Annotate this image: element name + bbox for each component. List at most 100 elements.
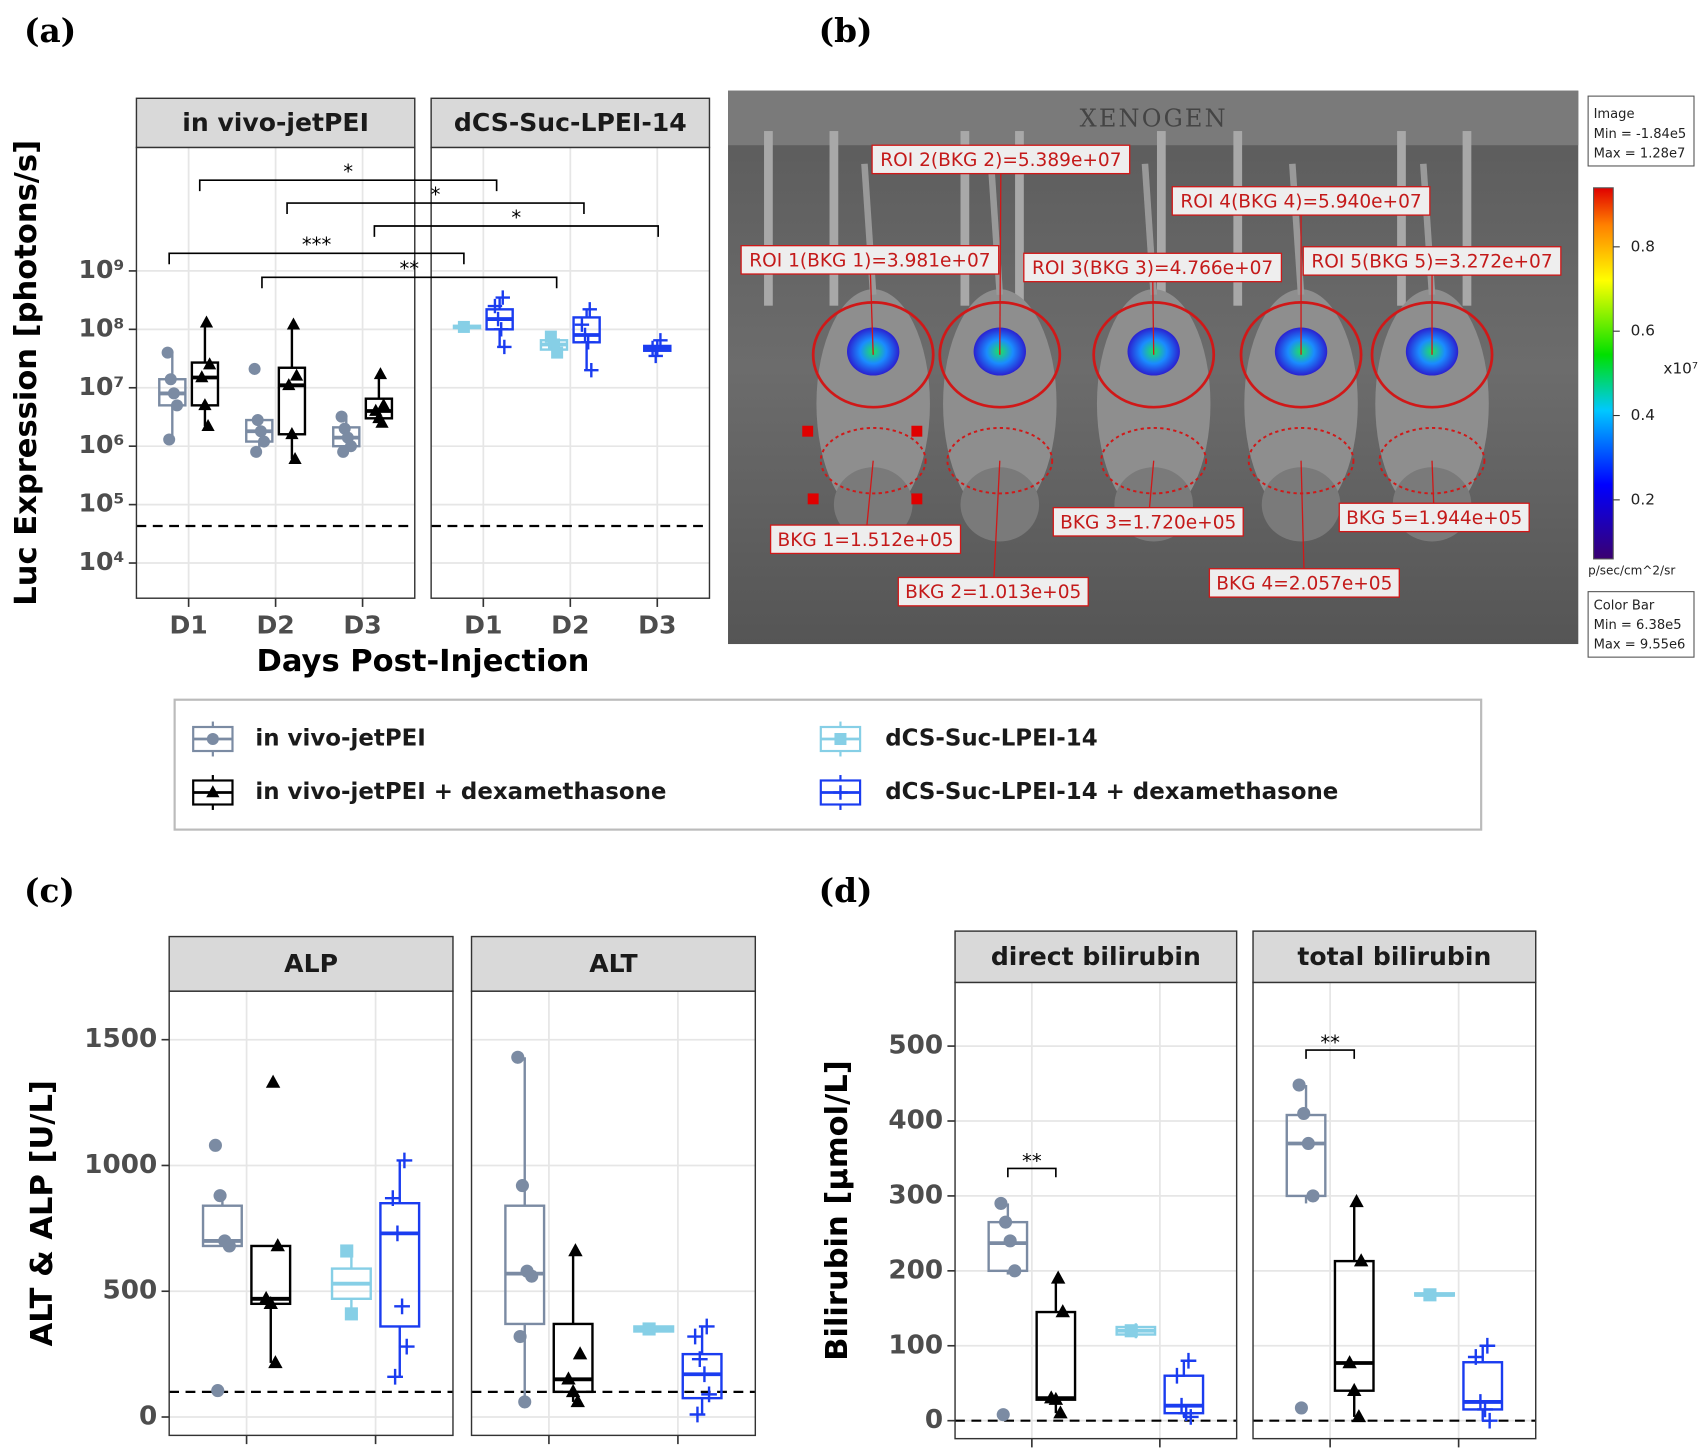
handle <box>802 425 814 437</box>
data-point <box>1347 1382 1362 1396</box>
data-point <box>584 362 599 378</box>
mouse-head <box>1261 467 1341 542</box>
strip <box>470 935 757 992</box>
mouse-tail <box>1289 163 1305 295</box>
strip-title: direct bilirubin <box>991 942 1201 971</box>
roi-label: ROI 5(BKG 5)=3.272e+07 <box>1311 252 1552 273</box>
x-tick-label: D2 <box>256 611 294 640</box>
data-point <box>286 317 301 330</box>
data-point <box>199 315 214 328</box>
strip-title: total bilirubin <box>1297 942 1491 971</box>
data-point <box>994 1196 1008 1210</box>
roi-circle <box>811 301 935 409</box>
legend-marker <box>833 785 848 800</box>
x-tick-label: D3 <box>638 611 676 640</box>
label-box <box>740 244 1000 275</box>
data-point <box>248 362 261 375</box>
legend-label: in vivo-jetPEI <box>255 726 425 752</box>
info-text: Image <box>1594 107 1635 122</box>
panel-label: (b) <box>819 11 873 50</box>
tube <box>1462 131 1472 306</box>
data-point <box>203 357 217 370</box>
legend-marker <box>834 733 847 746</box>
data-point <box>495 290 510 305</box>
info-text: Max = 9.55e6 <box>1594 638 1686 653</box>
data-point <box>1182 1409 1199 1425</box>
legend-box <box>173 698 1483 831</box>
leader <box>992 460 1001 592</box>
data-point <box>1055 1304 1070 1318</box>
bkg-ellipse <box>819 426 927 495</box>
y-tick-label: 10⁹ <box>79 255 125 284</box>
data-point <box>344 1307 358 1321</box>
data-point <box>497 339 512 355</box>
label-box <box>897 576 1089 607</box>
data-point <box>290 368 304 381</box>
y-tick-label: 10⁷ <box>79 372 125 401</box>
data-point <box>1353 1253 1369 1267</box>
brand: XENOGEN <box>1080 105 1228 133</box>
data-point <box>201 418 215 431</box>
colorbar-multiplier: x10⁷ <box>1663 359 1698 377</box>
label-box <box>1208 568 1400 598</box>
tube <box>960 131 970 306</box>
data-point <box>689 1406 706 1423</box>
strip <box>168 935 454 992</box>
y-tick-label: 500 <box>888 1031 943 1061</box>
sig-label: * <box>431 183 441 206</box>
data-point <box>270 1238 285 1252</box>
data-point <box>263 1295 278 1310</box>
sig-bracket <box>1007 1167 1057 1178</box>
box <box>504 1204 546 1326</box>
data-point <box>398 1338 415 1355</box>
plot-panel <box>1253 982 1536 1439</box>
data-point <box>551 346 564 359</box>
y-tick-label: 200 <box>888 1255 943 1285</box>
panel-label: (a) <box>24 11 76 50</box>
data-point <box>999 1215 1013 1229</box>
bkg-ellipse <box>1247 426 1355 495</box>
data-point <box>337 445 350 458</box>
bkg-label: BKG 4=2.057e+05 <box>1216 574 1392 595</box>
strip-title: dCS-Suc-LPEI-14 <box>454 108 687 137</box>
data-point <box>653 333 668 348</box>
data-point <box>577 327 593 343</box>
strip-title: ALT <box>589 949 637 978</box>
leader <box>999 159 1002 355</box>
leader <box>1300 460 1305 583</box>
y-tick-label: 0 <box>925 1405 943 1435</box>
sig-label: * <box>343 160 353 183</box>
sig-bracket <box>1305 1049 1356 1059</box>
data-point <box>268 1355 283 1369</box>
data-point <box>257 435 270 448</box>
data-point <box>1349 1194 1364 1208</box>
data-point <box>375 415 389 428</box>
data-point <box>1297 1106 1311 1121</box>
bkg-label: BKG 5=1.944e+05 <box>1346 508 1522 529</box>
data-point <box>1479 1337 1496 1354</box>
y-tick-label: 10⁵ <box>79 489 125 518</box>
data-point <box>580 335 596 350</box>
y-tick-label: 1500 <box>84 1024 157 1054</box>
sig-label: ** <box>1022 1149 1042 1172</box>
data-point <box>1169 1367 1185 1384</box>
data-point <box>1003 1234 1017 1248</box>
label-box <box>1302 246 1562 276</box>
panel-label: (c) <box>24 871 75 910</box>
sig-label: ** <box>1320 1031 1340 1054</box>
y-tick-label: 10⁶ <box>79 430 125 459</box>
info-box <box>1587 95 1695 167</box>
bkg-label: BKG 1=1.512e+05 <box>777 530 953 551</box>
colorbar-unit: p/sec/cm^2/sr <box>1588 563 1675 577</box>
data-point <box>1423 1288 1437 1302</box>
data-point <box>1481 1412 1498 1429</box>
colorbar-tick-label: 0.4 <box>1631 406 1655 424</box>
bkg-label: BKG 2=1.013e+05 <box>905 582 1081 603</box>
roi-label: ROI 4(BKG 4)=5.940e+07 <box>1180 191 1421 212</box>
data-point <box>513 1329 527 1344</box>
data-point <box>396 1152 413 1169</box>
x-tick-label: D1 <box>169 611 207 640</box>
data-point <box>164 373 177 386</box>
panel-label: (d) <box>819 871 873 910</box>
